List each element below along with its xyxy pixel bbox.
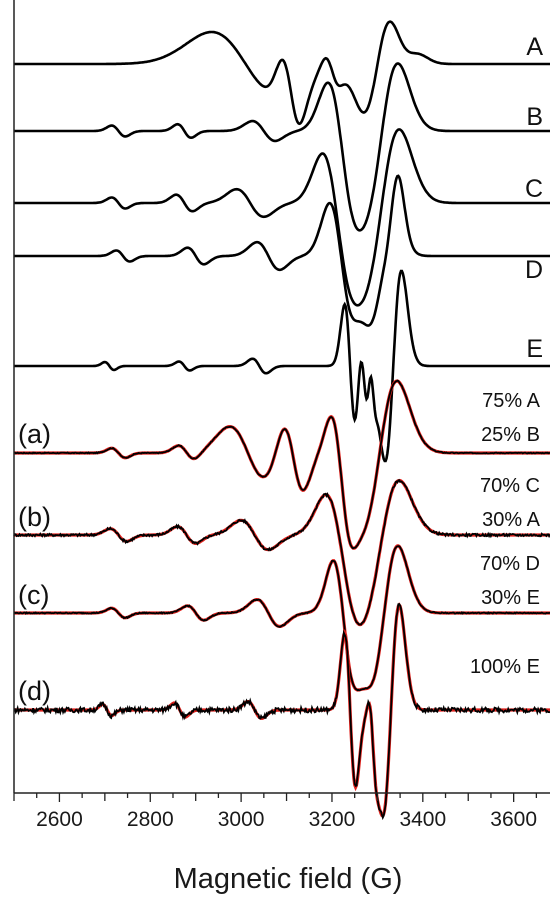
x-tick-label: 3200 (309, 808, 356, 831)
fit-component-label: 25% B (481, 424, 540, 446)
reference-spectrum-d (14, 174, 550, 327)
x-tick-label: 3400 (399, 808, 446, 831)
x-tick-label: 3600 (490, 808, 537, 831)
reference-spectrum-e (14, 269, 550, 463)
reference-label-d: D (525, 256, 543, 284)
experimental-spectrum-1 (14, 379, 550, 550)
fit-panel-label: (a) (18, 419, 51, 449)
fit-component-label: 30% E (481, 587, 540, 609)
reference-spectrum-a (14, 20, 550, 126)
spectra-layer (13, 20, 550, 821)
simulated-spectrum-1 (14, 379, 550, 550)
reference-label-c: C (525, 175, 543, 203)
curve-labels-layer: A B C D E (a) 75% A 25% B (b) 70% C 30% A (c) 70% D 3… (18, 33, 543, 706)
x-tick-label: 3000 (218, 808, 265, 831)
fit-panel-label: (b) (18, 502, 51, 532)
experimental-spectrum-2 (13, 479, 550, 626)
x-tick-label: 2800 (127, 808, 174, 831)
reference-spectrum-b (14, 62, 550, 232)
experimental-spectrum-4 (13, 602, 550, 821)
fit-component-label: 100% E (470, 656, 540, 678)
fit-component-label: 30% A (482, 509, 540, 531)
fit-component-label: 75% A (482, 390, 540, 412)
fit-component-label: 70% C (480, 475, 540, 497)
reference-label-a: A (526, 33, 543, 61)
fit-panel-label: (d) (18, 676, 51, 706)
x-axis: 2600 2800 3000 3200 3400 3600 (13, 0, 550, 831)
reference-label-b: B (526, 103, 543, 131)
x-tick-label: 2600 (36, 808, 83, 831)
fit-component-label: 70% D (480, 553, 540, 575)
x-axis-title: Magnetic field (G) (174, 863, 403, 895)
simulated-spectrum-2 (14, 478, 550, 627)
experimental-spectrum-3 (13, 545, 550, 692)
fit-panel-label: (c) (18, 580, 49, 610)
reference-spectrum-c (14, 128, 550, 307)
reference-label-e: E (526, 335, 543, 363)
